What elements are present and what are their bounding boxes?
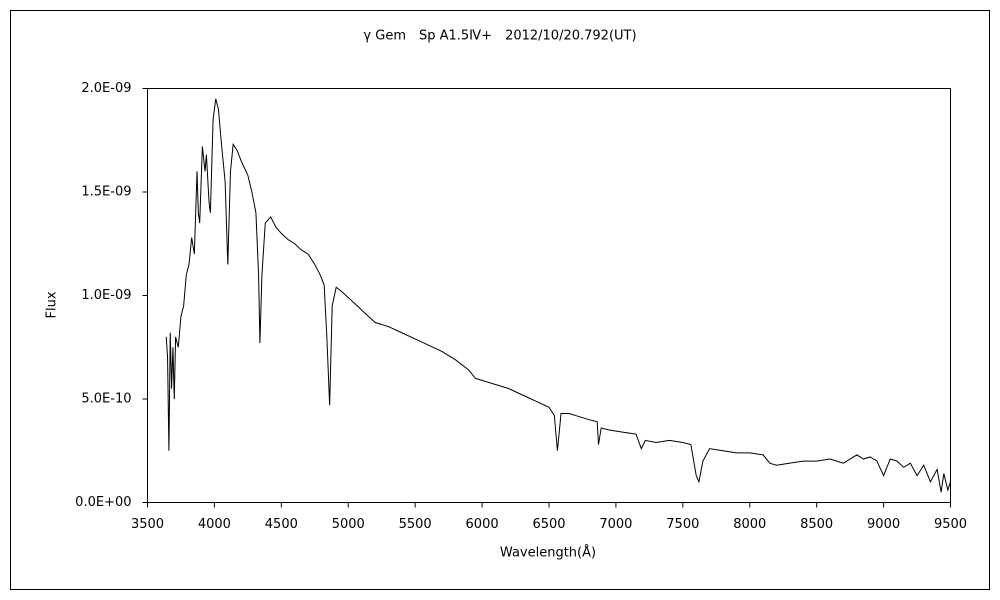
x-tick-label: 5000 [332,517,365,532]
y-tick-label: 0.0E+00 [75,495,131,510]
y-tick-label: 1.5E-09 [81,185,131,200]
x-tick-label: 5500 [399,517,432,532]
x-tick-label: 7000 [599,517,632,532]
x-tick-label: 4000 [198,517,231,532]
x-tick-label: 8000 [733,517,766,532]
y-tick-label: 1.0E-09 [81,288,131,303]
x-tick-label: 9500 [934,517,967,532]
chart-frame [10,10,990,590]
x-tick-label: 4500 [265,517,298,532]
y-axis-label: Flux [45,291,60,318]
y-tick-label: 5.0E-10 [81,392,131,407]
y-tick-label: 2.0E-09 [81,81,131,96]
x-tick-label: 6000 [466,517,499,532]
x-tick-label: 7500 [666,517,699,532]
spectrum-line [165,98,951,493]
x-tick-label: 6500 [532,517,565,532]
chart-title: γ Gem Sp A1.5Ⅳ+ 2012/10/20.792(UT) [363,29,636,44]
x-tick-label: 3500 [131,517,164,532]
x-tick-label: 8500 [800,517,833,532]
x-tick-label: 9000 [867,517,900,532]
x-axis-label: Wavelength(Å) [500,545,596,561]
